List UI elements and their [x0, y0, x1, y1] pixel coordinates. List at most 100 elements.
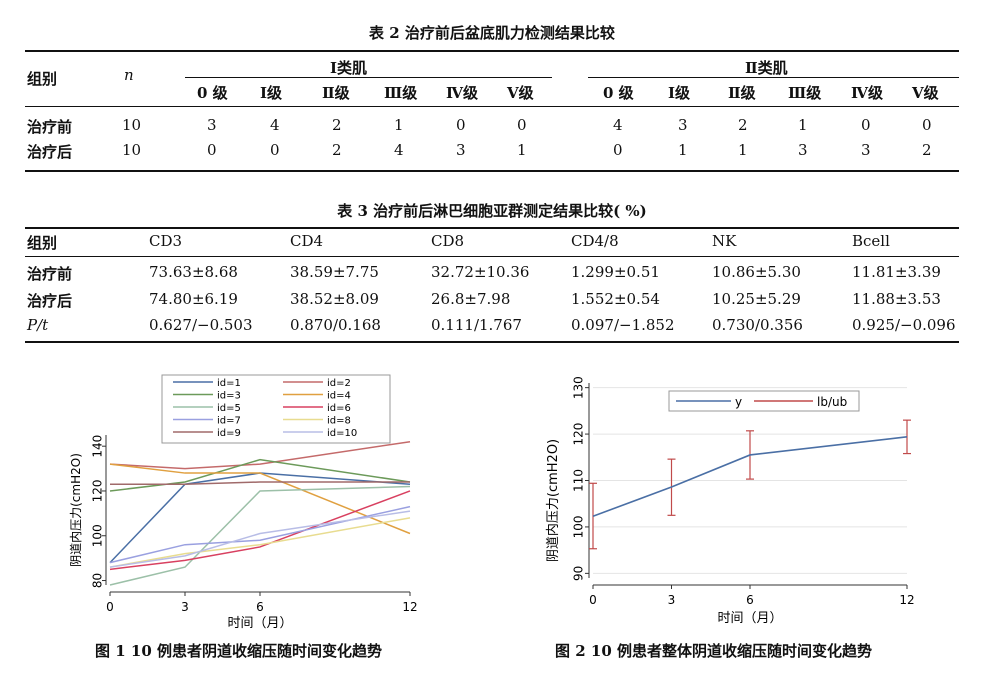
table2-header-group: 组别 [27, 70, 58, 88]
table2-cell: 3 [861, 141, 871, 159]
table3-header-1: CD3 [149, 232, 183, 250]
figure2-y-tick-label: 130 [572, 376, 586, 399]
table3-row-label: 治疗后 [27, 292, 73, 310]
table2-grade-header-2-0: 0 级 [603, 84, 634, 102]
figure2-y-tick-label: 90 [572, 566, 586, 581]
table2-cell: 3 [207, 116, 217, 134]
table2-cell: 2 [332, 116, 342, 134]
table3-cell: 11.81±3.39 [852, 263, 941, 281]
figure1-y-tick-label: 100 [91, 524, 105, 547]
table2-cell: 1 [517, 141, 527, 159]
figure1-y-tick-label: 80 [91, 573, 105, 588]
table2-caption: 表 2 治疗前后盆底肌力检测结果比较 [369, 24, 615, 42]
table2-cell: 3 [798, 141, 808, 159]
table2-grade-header-1-0: 0 级 [197, 84, 228, 102]
table3-header-2: CD4 [290, 232, 324, 250]
table3-cell: 0.627/−0.503 [149, 316, 253, 334]
table3-bottom-rule [25, 341, 959, 343]
table2-group1: Ⅰ类肌 [330, 59, 368, 77]
figure2-y-tick-label: 110 [572, 469, 586, 492]
table3-cell: 74.80±6.19 [149, 290, 238, 308]
table2-cell: 1 [678, 141, 688, 159]
table2-cell: 0 [456, 116, 466, 134]
table2-cell: 0 [517, 116, 527, 134]
table2-grade-header-2-5: Ⅴ级 [912, 84, 939, 102]
figure2-x-tick-label: 12 [899, 593, 914, 607]
figure1-legend-label: id=3 [217, 391, 241, 402]
figure1-y-label: 阴道内压力(cmH2O) [69, 453, 83, 567]
table2-cell: 2 [738, 116, 748, 134]
table2-cell: 0 [270, 141, 280, 159]
table3-cell: 38.52±8.09 [290, 290, 379, 308]
table2-top-rule [25, 50, 959, 52]
table2-grade-header-2-2: Ⅱ级 [728, 84, 756, 102]
table3-cell: 0.925/−0.096 [852, 316, 956, 334]
table3-row-label: 治疗前 [27, 265, 73, 283]
table2-header-n: n [124, 66, 134, 84]
table2-grade-header-1-4: Ⅳ级 [446, 84, 479, 102]
figure2-y-label: 阴道内压力(cmH2O) [545, 439, 561, 562]
figure1-series-line-8 [109, 517, 411, 568]
table3-cell: 26.8±7.98 [431, 290, 511, 308]
table2-header-rule [25, 106, 959, 107]
figure1-legend-label: id=2 [327, 378, 351, 389]
table3-cell: 1.299±0.51 [571, 263, 660, 281]
figure2-y-tick-label: 120 [572, 423, 586, 446]
figure1-legend-label: id=6 [327, 403, 351, 414]
table3-header-5: NK [712, 232, 737, 250]
figure1-x-tick-label: 3 [181, 600, 189, 614]
figure1-y-tick-label: 120 [91, 480, 105, 503]
table2-cell: 2 [922, 141, 932, 159]
figure1-legend-label: id=4 [327, 391, 351, 402]
table3-header-6: Bcell [852, 232, 890, 250]
figure2-legend-label-y: y [735, 395, 742, 409]
table3-cell: 10.25±5.29 [712, 290, 801, 308]
table2-row-label: 治疗前 [27, 118, 73, 136]
table2-grade-header-2-3: Ⅲ级 [788, 84, 822, 102]
table3-cell: 10.86±5.30 [712, 263, 801, 281]
table2-cell: 4 [270, 116, 280, 134]
table3-cell: 11.88±3.53 [852, 290, 941, 308]
figure1-series-line-6 [109, 490, 411, 571]
figure2-x-tick-label: 6 [746, 593, 754, 607]
figure1-series-line-2 [109, 440, 411, 470]
table2-grade-header-1-3: Ⅲ级 [384, 84, 418, 102]
table3-header-rule [25, 256, 959, 257]
figure1-series-line-4 [109, 463, 411, 535]
table3-cell: 32.72±10.36 [431, 263, 530, 281]
figure1-legend-label: id=1 [217, 378, 241, 389]
table2-cell: 2 [332, 141, 342, 159]
table2-group2-rule [588, 77, 959, 78]
table2-grade-header-1-2: Ⅱ级 [322, 84, 350, 102]
table2-cell: 1 [394, 116, 404, 134]
figure2-y-tick-label: 100 [572, 515, 586, 538]
table3-cell: 0.111/1.767 [431, 316, 522, 334]
table2-cell: 1 [738, 141, 748, 159]
figure1-series-line-3 [109, 458, 411, 492]
table3-cell: 38.59±7.75 [290, 263, 379, 281]
figure2-x-label: 时间（月） [717, 611, 782, 626]
table2-grade-header-2-1: Ⅰ级 [668, 84, 691, 102]
table2-cell: 0 [861, 116, 871, 134]
figure1-series-line-7 [109, 505, 411, 564]
table2-grade-header-1-1: Ⅰ级 [260, 84, 283, 102]
table3-caption: 表 3 治疗前后淋巴细胞亚群测定结果比较( %) [337, 202, 647, 220]
table2-cell: 4 [394, 141, 404, 159]
table2-row-label: 治疗后 [27, 143, 73, 161]
table2-cell: 3 [456, 141, 466, 159]
table2-group1-rule [185, 77, 552, 78]
table3-cell: 0.097/−1.852 [571, 316, 675, 334]
table2-cell-n: 10 [122, 141, 142, 159]
figure1-legend-label: id=8 [327, 416, 351, 427]
table3-header-4: CD4/8 [571, 232, 619, 250]
table3-row-label: P/t [27, 316, 49, 334]
figure1-series-line-10 [109, 510, 411, 568]
table3-cell: 73.63±8.68 [149, 263, 238, 281]
figure1-x-tick-label: 6 [256, 600, 264, 614]
table3-top-rule [25, 227, 959, 229]
table2-cell-n: 10 [122, 116, 142, 134]
figure2-x-tick-label: 0 [589, 593, 597, 607]
table2-cell: 3 [678, 116, 688, 134]
table3-cell: 0.730/0.356 [712, 316, 803, 334]
figure1-x-label: 时间（月） [227, 616, 292, 630]
